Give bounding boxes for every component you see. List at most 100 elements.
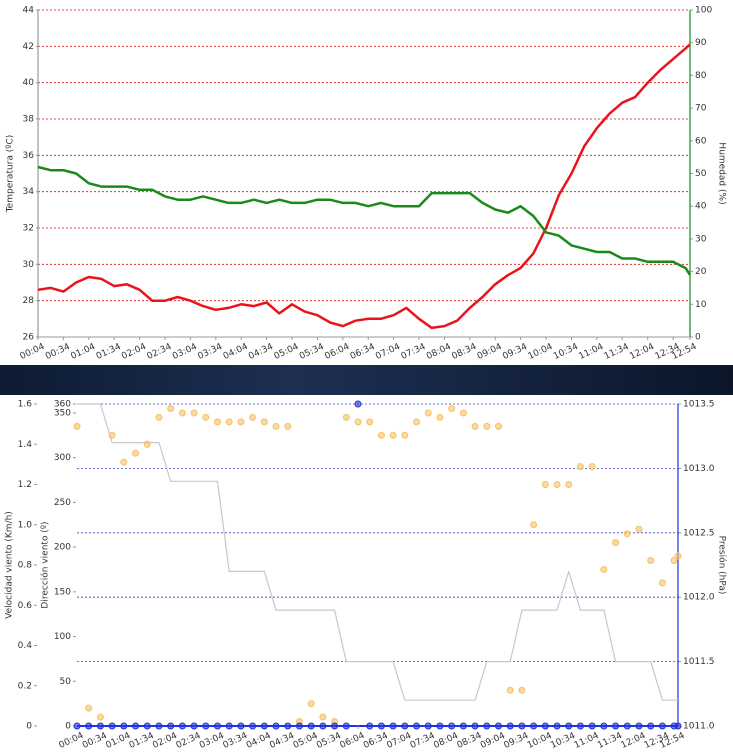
y2-tick-label: 90 <box>695 38 707 48</box>
x-tick-label: 04:34 <box>247 342 275 362</box>
series-point <box>576 722 584 730</box>
y2-tick-label: 60 <box>695 136 707 146</box>
y2-tick-label: 70 <box>695 104 707 114</box>
y3-tick-label: 100 <box>54 632 71 642</box>
x-tick-label: 05:34 <box>298 342 326 362</box>
x-tick-label: 00:04 <box>19 342 47 362</box>
series-point <box>401 722 409 730</box>
x-tick-label: 02:04 <box>120 342 148 362</box>
y-tick-label: 40 <box>23 78 35 88</box>
x-tick-label: 07:04 <box>374 342 402 362</box>
y-tick-label: 38 <box>23 115 35 125</box>
y-tick-label: 28 <box>23 296 35 306</box>
y2-tick-label: 1011.0 <box>683 722 715 732</box>
series-point <box>623 530 631 538</box>
series-point <box>377 431 385 439</box>
x-tick-label: 07:34 <box>400 342 428 362</box>
x-tick-label: 06:04 <box>323 342 351 362</box>
y3-tick-label: 50 <box>60 677 72 687</box>
series-point <box>483 422 491 430</box>
y2-axis-title: Humedad (%) <box>717 142 727 204</box>
series-point <box>471 722 479 730</box>
series-point <box>674 722 682 730</box>
series-point <box>600 565 608 573</box>
series-point <box>541 722 549 730</box>
y3-tick-label: 150 <box>54 587 71 597</box>
series-point <box>658 722 666 730</box>
temperature-humidity-chart: 26 28 30 32 34 36 38 40 42 44 Temperatura (ºC) 0 10 2… <box>6 6 727 362</box>
series-point <box>143 440 151 448</box>
y-tick-label: 0.6 <box>18 601 33 611</box>
series-point <box>647 557 655 565</box>
wind-pressure-chart: 0 0.2 0.4 0.6 0.8 1.0 1.2 1.4 1.6 Velocidad vient… <box>5 400 728 751</box>
series-point <box>73 722 81 730</box>
x-tick-label: 06:34 <box>349 342 377 362</box>
series-point <box>471 422 479 430</box>
series-point <box>132 449 140 457</box>
series-point <box>155 413 163 421</box>
series-point <box>331 722 339 730</box>
series-point <box>413 722 421 730</box>
series-point <box>96 722 104 730</box>
series-point <box>178 722 186 730</box>
series-point <box>342 413 350 421</box>
series-point <box>143 722 151 730</box>
series-point <box>132 722 140 730</box>
y2-tick-label: 100 <box>695 6 712 16</box>
series-point <box>284 422 292 430</box>
y2-tick-label: 80 <box>695 71 707 81</box>
x-tick-label: 09:04 <box>476 342 504 362</box>
series-point <box>295 722 303 730</box>
x-tick-label: 11:34 <box>603 342 631 362</box>
y2-tick-label: 20 <box>695 267 707 277</box>
y-tick-label: 32 <box>23 224 34 234</box>
y3-tick-label: 300 <box>54 453 71 463</box>
y-tick-label: 1.4 <box>18 440 33 450</box>
series-point <box>155 722 163 730</box>
series-point <box>96 713 104 721</box>
series-point <box>588 722 596 730</box>
y2-tick-label: 0 <box>695 333 701 343</box>
series-point <box>237 722 245 730</box>
x-tick-label: 02:34 <box>146 342 174 362</box>
y-axis-title: Temperatura (ºC) <box>6 135 16 214</box>
x-tick-label: 01:04 <box>69 342 97 362</box>
y-axis-title: Velocidad viento (Km/h) <box>5 511 15 619</box>
series-point <box>202 413 210 421</box>
y-tick-label: 0 <box>26 722 32 732</box>
x-tick-label: 10:04 <box>527 342 555 362</box>
y3-tick-label: 250 <box>54 498 71 508</box>
x-tick-label: 03:04 <box>171 342 199 362</box>
y2-tick-label: 30 <box>695 234 707 244</box>
series-point <box>389 722 397 730</box>
series-point <box>612 539 620 547</box>
series-point <box>494 422 502 430</box>
series-point <box>413 418 421 426</box>
series-point <box>342 722 350 730</box>
series-point <box>518 722 526 730</box>
series-point <box>674 552 682 560</box>
y-tick-label: 42 <box>23 42 34 52</box>
series-point <box>108 722 116 730</box>
series-point <box>565 481 573 488</box>
series-point <box>366 722 374 730</box>
series-point <box>401 431 409 439</box>
series-point <box>506 722 514 730</box>
series-point <box>377 722 385 730</box>
series-point <box>178 409 186 417</box>
y2-tick-label: 1013.5 <box>683 400 715 410</box>
series-point <box>483 722 491 730</box>
y-tick-label: 26 <box>23 333 35 343</box>
series-point <box>307 722 315 730</box>
series-point <box>600 722 608 730</box>
series-point <box>448 722 456 730</box>
series-point <box>530 521 538 529</box>
series-point <box>260 418 268 426</box>
y2-tick-label: 1012.5 <box>683 528 715 538</box>
series-point <box>354 400 362 408</box>
series-point <box>120 722 128 730</box>
y-tick-label: 1.6 <box>18 400 33 410</box>
series-point <box>249 722 257 730</box>
x-tick-label: 03:34 <box>196 342 224 362</box>
